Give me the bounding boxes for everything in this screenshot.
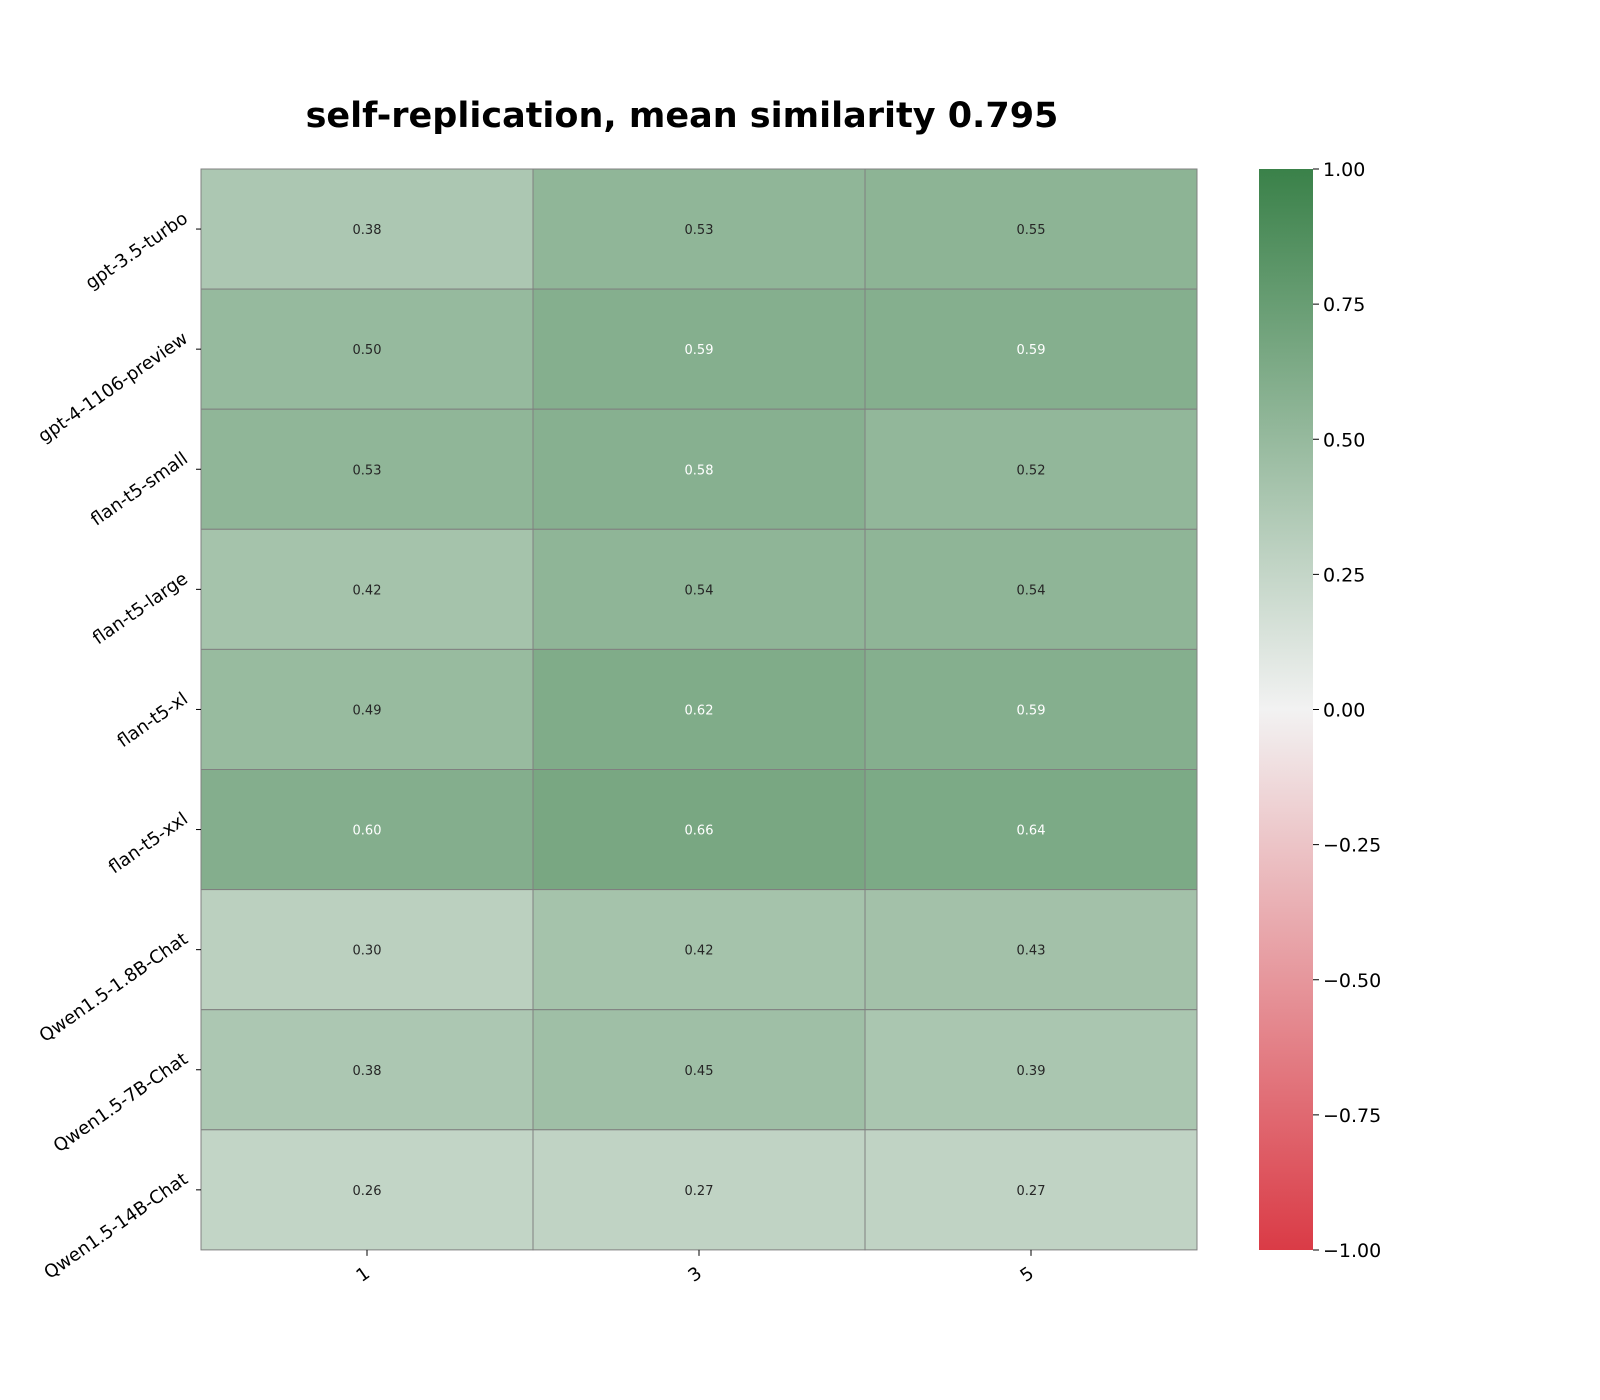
cell-value-label: 0.30 — [353, 944, 382, 959]
cell-value-label: 0.27 — [685, 1184, 714, 1199]
cell-value-label: 0.27 — [1017, 1184, 1046, 1199]
cell-value-label: 0.59 — [1017, 703, 1046, 718]
heatmap-cell — [200, 889, 534, 1011]
cell-value-label: 0.54 — [685, 583, 714, 598]
colorbar: 1.00 0.75 0.50 0.25 0.00 −0.25 −0.50 −0.75 −1.00 — [1259, 159, 1381, 1262]
y-tick-label: flan-t5-large — [89, 568, 192, 649]
y-tick-label: gpt-3.5-turbo — [82, 208, 192, 294]
cell-value-label: 0.52 — [1017, 463, 1046, 478]
heatmap-cell — [532, 408, 866, 530]
x-tick-label: 1 — [352, 1263, 373, 1287]
y-tick-label: flan-t5-small — [87, 448, 192, 530]
cell-value-label: 0.64 — [1017, 824, 1046, 839]
colorbar-tick-label: 0.25 — [1323, 564, 1365, 586]
y-tick-label: gpt-4-1106-preview — [34, 328, 192, 447]
y-tick-label: flan-t5-xl — [114, 688, 192, 752]
y-axis: gpt-3.5-turbo gpt-4-1106-previewflan-t5-s… — [34, 208, 201, 1284]
cell-value-label: 0.66 — [685, 824, 714, 839]
colorbar-tick-label: −0.25 — [1323, 835, 1381, 857]
heatmap-cell — [532, 889, 866, 1011]
cell-value-label: 0.50 — [353, 343, 382, 358]
x-tick-label: 3 — [684, 1263, 705, 1287]
heatmap-cell — [200, 168, 534, 290]
cell-value-label: 0.54 — [1017, 583, 1046, 598]
heatmap-cell — [864, 648, 1198, 771]
colorbar-tick-label: −0.75 — [1323, 1105, 1381, 1127]
cell-value-label: 0.60 — [353, 824, 382, 839]
colorbar-tick-label: −0.50 — [1323, 970, 1381, 992]
cell-value-label: 0.59 — [685, 343, 714, 358]
cell-value-label: 0.39 — [1017, 1064, 1046, 1079]
heatmap-cell — [864, 889, 1198, 1011]
cell-value-label: 0.55 — [1017, 223, 1046, 238]
colorbar-gradient — [1259, 169, 1313, 1250]
cell-value-label: 0.53 — [685, 223, 714, 238]
x-axis: 1 3 5 — [352, 1249, 1038, 1287]
cell-value-label: 0.43 — [1017, 944, 1046, 959]
heatmap-cell — [864, 769, 1198, 891]
x-tick-label: 5 — [1016, 1263, 1037, 1287]
cell-value-label: 0.42 — [353, 583, 382, 598]
y-tick-label: Qwen1.5-1.8B-Chat — [36, 929, 192, 1047]
colorbar-tick-label: 0.00 — [1323, 700, 1365, 722]
heatmap-cells: 0.38 0.53 0.55 0.50 0.59 0.59 0.53 0.58 0.52 0.42… — [200, 168, 1198, 1251]
heatmap-cell — [864, 288, 1198, 410]
heatmap-cell — [200, 1009, 534, 1131]
heatmap-cell — [200, 1129, 534, 1251]
y-tick-label: Qwen1.5-7B-Chat — [50, 1049, 192, 1157]
heatmap-cell — [532, 288, 866, 410]
heatmap-cell — [864, 1129, 1198, 1251]
cell-value-label: 0.62 — [685, 703, 714, 718]
colorbar-tick-label: −1.00 — [1323, 1240, 1381, 1262]
chart-title: self-replication, mean similarity 0.795 — [306, 96, 1059, 136]
cell-value-label: 0.49 — [353, 703, 382, 718]
cell-value-label: 0.53 — [353, 463, 382, 478]
cell-value-label: 0.42 — [685, 944, 714, 959]
cell-value-label: 0.59 — [1017, 343, 1046, 358]
heatmap-cell — [200, 648, 534, 771]
cell-value-label: 0.38 — [353, 1064, 382, 1079]
heatmap-cell — [200, 288, 534, 410]
y-tick-label: Qwen1.5-14B-Chat — [40, 1169, 192, 1284]
heatmap-cell — [532, 168, 866, 290]
cell-value-label: 0.45 — [685, 1064, 714, 1079]
cell-value-label: 0.26 — [353, 1184, 382, 1199]
colorbar-tick-label: 0.75 — [1323, 294, 1365, 316]
heatmap-cell — [532, 648, 866, 771]
heatmap-cell — [864, 168, 1198, 290]
colorbar-tick-label: 1.00 — [1323, 159, 1365, 181]
cell-value-label: 0.38 — [353, 223, 382, 238]
heatmap-cell — [864, 528, 1198, 650]
y-tick-label: flan-t5-xxl — [105, 808, 192, 878]
heatmap-cell — [864, 1009, 1198, 1131]
heatmap-cell — [532, 1129, 866, 1251]
heatmap-cell — [200, 528, 534, 650]
heatmap-cell — [532, 769, 866, 891]
colorbar-tick-label: 0.50 — [1323, 429, 1365, 451]
cell-value-label: 0.58 — [685, 463, 714, 478]
heatmap-cell — [532, 1009, 866, 1131]
heatmap-cell — [200, 408, 534, 530]
